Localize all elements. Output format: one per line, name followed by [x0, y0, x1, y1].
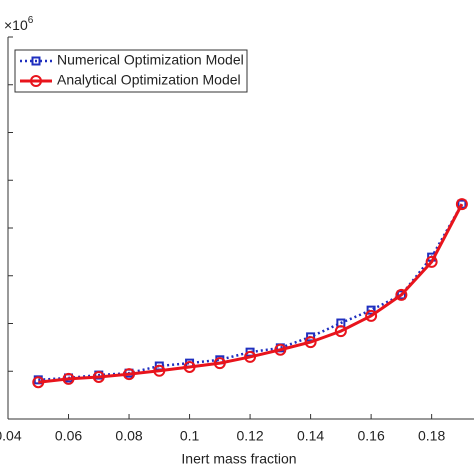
x-axis-label: Inert mass fraction [181, 451, 296, 467]
marker [213, 357, 226, 370]
marker [153, 364, 166, 377]
marker [334, 325, 347, 338]
x-tick-label: 0.08 [115, 428, 142, 444]
marker [455, 198, 468, 211]
y-multiplier: ×106 [4, 15, 34, 33]
legend-label: Numerical Optimization Model [57, 52, 244, 68]
plot-area [32, 198, 468, 389]
x-tick-label: 0.18 [418, 428, 445, 444]
marker [32, 376, 45, 389]
x-tick-label: 0.04 [0, 428, 22, 444]
marker [304, 336, 317, 349]
marker [183, 360, 196, 373]
legend-label: Analytical Optimization Model [57, 72, 241, 88]
legend: Numerical Optimization Model Analytical O… [14, 49, 248, 93]
multiplier-exponent: 6 [28, 15, 34, 26]
marker [306, 332, 316, 342]
marker [92, 370, 105, 383]
marker [457, 199, 467, 209]
series-line [38, 203, 463, 382]
multiplier-base: ×10 [4, 17, 28, 33]
marker [123, 368, 136, 381]
marker [425, 255, 438, 268]
series-line [38, 203, 464, 384]
x-tick-label: 0.06 [55, 428, 82, 444]
marker [274, 343, 287, 356]
marker [30, 75, 42, 87]
legend-box [14, 49, 248, 93]
marker [395, 288, 408, 301]
marker [62, 372, 75, 385]
marker [365, 309, 378, 322]
marker [366, 305, 376, 315]
axes: 0.04 0.06 0.08 0.1 0.12 0.14 0.16 0.18 [0, 36, 474, 444]
marker [396, 290, 406, 300]
x-tick-label: 0.12 [236, 428, 263, 444]
x-tick-label: 0.16 [357, 428, 384, 444]
x-tick-label: 0.14 [297, 428, 324, 444]
marker [31, 56, 41, 66]
marker [244, 350, 257, 363]
x-tick-label: 0.1 [180, 428, 200, 444]
